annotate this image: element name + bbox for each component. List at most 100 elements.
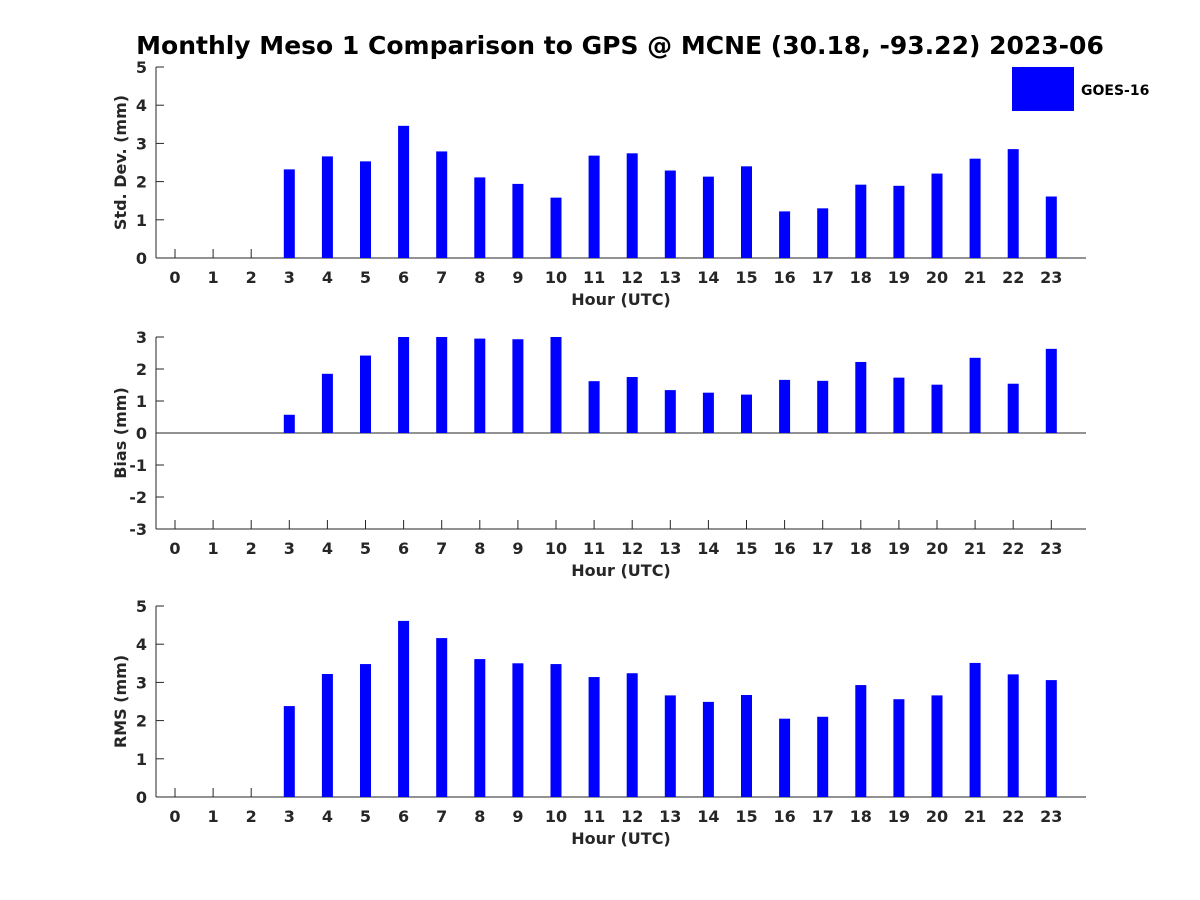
- x-tick-label: 10: [545, 539, 567, 558]
- bar-hour-22: [1007, 149, 1019, 258]
- bar-hour-20: [931, 173, 943, 258]
- bar-hour-15: [741, 394, 752, 433]
- bar-hour-8: [474, 659, 486, 797]
- bar-hour-4: [321, 156, 333, 258]
- x-tick-label: 16: [773, 539, 795, 558]
- bar-hour-9: [512, 183, 524, 258]
- x-tick-label: 17: [812, 268, 834, 287]
- bar-hour-14: [702, 701, 714, 797]
- x-tick-label: 20: [926, 539, 948, 558]
- x-tick-label: 11: [583, 268, 605, 287]
- x-tick-label: 4: [322, 539, 333, 558]
- y-tick-label: 5: [136, 58, 147, 77]
- y-tick-label: 3: [136, 328, 147, 347]
- x-tick-label: 3: [284, 807, 295, 826]
- x-tick-label: 12: [621, 268, 643, 287]
- bar-hour-9: [512, 339, 524, 433]
- x-tick-label: 14: [697, 807, 719, 826]
- legend-swatch-goes-16: [1012, 67, 1074, 111]
- x-tick-label: 12: [621, 539, 643, 558]
- x-tick-label: 3: [284, 268, 295, 287]
- x-tick-label: 0: [169, 539, 180, 558]
- x-tick-label: 14: [697, 268, 719, 287]
- x-axis-label: Hour (UTC): [571, 290, 671, 309]
- x-tick-label: 21: [964, 807, 986, 826]
- bar-hour-13: [664, 390, 676, 433]
- y-tick-label: 3: [136, 134, 147, 153]
- bar-hour-19: [893, 185, 905, 258]
- y-tick-label: 0: [136, 249, 147, 268]
- bar-hour-18: [855, 184, 867, 258]
- legend: GOES-16: [1012, 67, 1149, 111]
- y-axis-label: Std. Dev. (mm): [111, 95, 130, 230]
- x-tick-label: 23: [1040, 807, 1062, 826]
- x-tick-label: 18: [850, 807, 872, 826]
- bar-hour-13: [664, 170, 676, 258]
- x-tick-label: 7: [436, 807, 447, 826]
- bar-hour-7: [436, 337, 448, 433]
- x-tick-label: 18: [850, 539, 872, 558]
- x-tick-label: 15: [735, 268, 757, 287]
- x-tick-label: 6: [398, 268, 409, 287]
- x-tick-label: 1: [208, 807, 219, 826]
- x-tick-label: 19: [888, 807, 910, 826]
- x-tick-label: 19: [888, 539, 910, 558]
- bar-hour-6: [398, 620, 410, 797]
- y-tick-label: 1: [136, 211, 147, 230]
- y-tick-label: 4: [136, 635, 147, 654]
- x-tick-label: 10: [545, 807, 567, 826]
- x-tick-label: 14: [697, 539, 719, 558]
- y-tick-label: -3: [129, 520, 147, 539]
- bar-hour-8: [474, 177, 486, 258]
- bar-hour-21: [969, 357, 981, 433]
- bar-hour-3: [283, 414, 295, 433]
- bar-hour-22: [1007, 674, 1019, 797]
- bar-hour-3: [283, 169, 295, 258]
- x-tick-label: 1: [208, 268, 219, 287]
- x-tick-label: 13: [659, 268, 681, 287]
- x-tick-label: 22: [1002, 268, 1024, 287]
- x-tick-label: 15: [735, 807, 757, 826]
- bar-hour-17: [817, 380, 829, 433]
- bar-hour-9: [512, 663, 524, 797]
- x-tick-label: 4: [322, 268, 333, 287]
- y-tick-label: -2: [129, 488, 147, 507]
- bar-hour-11: [588, 155, 600, 258]
- bar-hour-5: [360, 355, 371, 433]
- bar-hour-5: [360, 161, 371, 258]
- x-tick-label: 8: [474, 268, 485, 287]
- y-tick-label: 1: [136, 750, 147, 769]
- bar-hour-17: [817, 208, 829, 258]
- bar-hour-17: [817, 716, 829, 797]
- x-tick-label: 2: [246, 268, 257, 287]
- bar-hour-12: [626, 153, 638, 258]
- x-tick-label: 19: [888, 268, 910, 287]
- y-tick-label: -1: [129, 456, 147, 475]
- bar-hour-13: [664, 695, 676, 797]
- x-tick-label: 17: [812, 807, 834, 826]
- bar-hour-11: [588, 381, 600, 433]
- x-tick-label: 0: [169, 268, 180, 287]
- x-axis-label: Hour (UTC): [571, 561, 671, 580]
- y-tick-label: 2: [136, 360, 147, 379]
- x-tick-label: 1: [208, 539, 219, 558]
- x-axis-label: Hour (UTC): [571, 829, 671, 848]
- x-tick-label: 18: [850, 268, 872, 287]
- x-tick-label: 2: [246, 539, 257, 558]
- x-tick-label: 22: [1002, 807, 1024, 826]
- y-tick-label: 4: [136, 96, 147, 115]
- x-tick-label: 11: [583, 539, 605, 558]
- y-tick-label: 3: [136, 673, 147, 692]
- bar-hour-3: [283, 706, 295, 797]
- bar-hour-19: [893, 699, 905, 797]
- y-tick-label: 0: [136, 788, 147, 807]
- x-tick-label: 17: [812, 539, 834, 558]
- y-tick-label: 5: [136, 597, 147, 616]
- x-tick-label: 10: [545, 268, 567, 287]
- bar-hour-16: [779, 718, 791, 797]
